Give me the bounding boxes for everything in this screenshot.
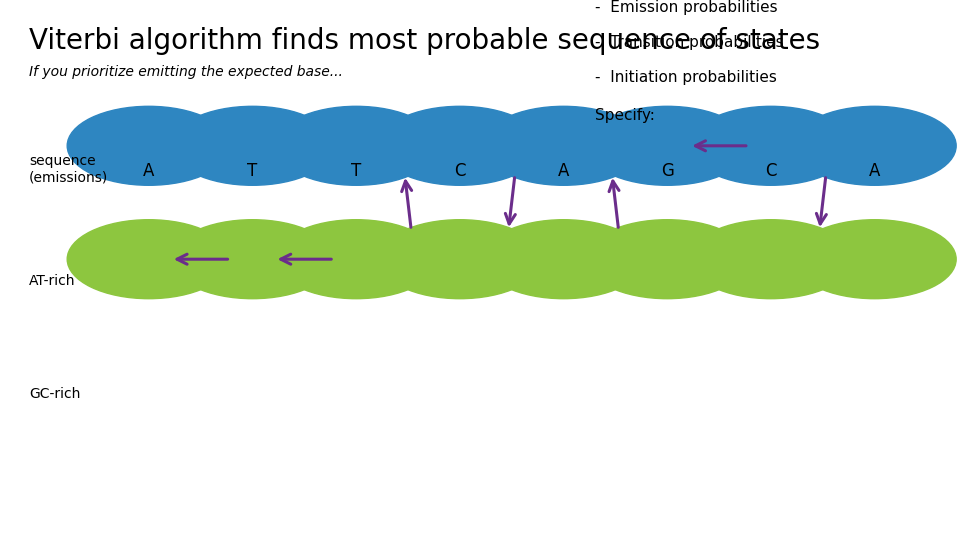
Ellipse shape [378,106,541,185]
Text: AT-rich: AT-rich [29,274,75,288]
Ellipse shape [482,106,645,185]
Text: If you prioritize emitting the expected base...: If you prioritize emitting the expected … [29,65,343,79]
Ellipse shape [275,106,438,185]
Ellipse shape [67,220,230,299]
Text: A: A [143,162,155,180]
Text: -  Transition probabilities: - Transition probabilities [595,35,783,50]
Text: Viterbi algorithm finds most probable sequence of states: Viterbi algorithm finds most probable se… [29,27,820,55]
Text: -  Initiation probabilities: - Initiation probabilities [595,70,777,85]
Text: -  Emission probabilities: - Emission probabilities [595,0,778,15]
Text: A: A [869,162,880,180]
Ellipse shape [689,106,852,185]
Text: A: A [558,162,569,180]
Ellipse shape [378,220,541,299]
Text: C: C [454,162,466,180]
Ellipse shape [586,106,749,185]
Text: C: C [765,162,777,180]
Ellipse shape [275,220,438,299]
Ellipse shape [67,106,230,185]
Text: G: G [660,162,674,180]
Ellipse shape [689,220,852,299]
Ellipse shape [171,106,334,185]
Ellipse shape [793,106,956,185]
Text: T: T [248,162,257,180]
Ellipse shape [793,220,956,299]
Ellipse shape [586,220,749,299]
Text: sequence
(emissions): sequence (emissions) [29,154,108,184]
Ellipse shape [171,220,334,299]
Ellipse shape [482,220,645,299]
Text: Specify:: Specify: [595,108,655,123]
Text: T: T [351,162,361,180]
Text: GC-rich: GC-rich [29,387,81,401]
